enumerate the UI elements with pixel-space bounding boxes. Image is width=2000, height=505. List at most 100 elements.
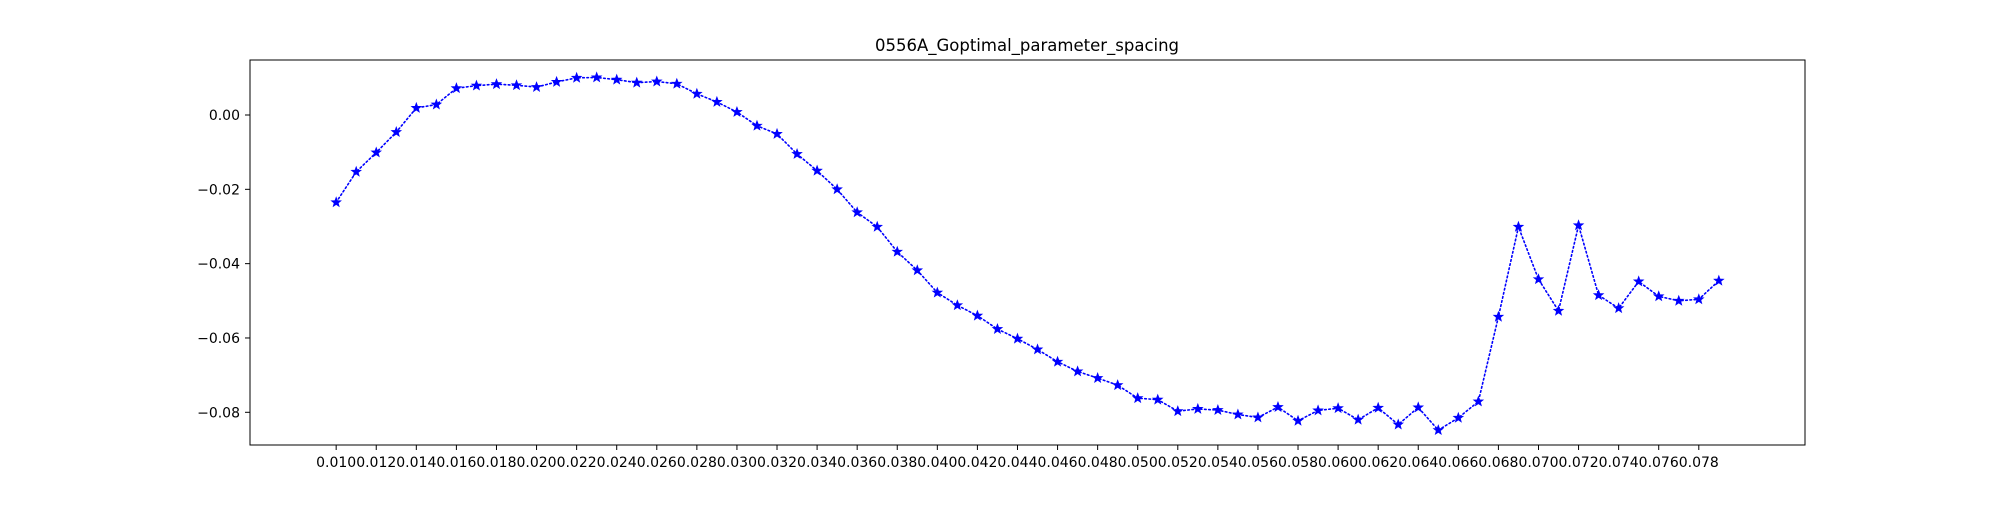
data-point — [891, 245, 904, 257]
x-tick-label: 0.074 — [1599, 455, 1639, 471]
x-tick-label: 0.066 — [1438, 455, 1478, 471]
x-tick-label: 0.064 — [1398, 455, 1438, 471]
x-tick-label: 0.018 — [476, 455, 516, 471]
x-tick-label: 0.028 — [677, 455, 717, 471]
data-point — [1252, 411, 1264, 423]
data-point — [1392, 418, 1404, 430]
data-point — [370, 146, 383, 158]
data-point — [731, 105, 743, 117]
data-point — [1272, 401, 1284, 412]
data-point — [1312, 404, 1324, 416]
x-tick-label: 0.076 — [1639, 455, 1679, 471]
x-tick-label: 0.056 — [1238, 455, 1278, 471]
data-point — [1131, 392, 1144, 404]
chart-title: 0556A_Goptimal_parameter_spacing — [875, 36, 1179, 56]
data-point — [1632, 275, 1645, 287]
x-tick-label: 0.050 — [1118, 455, 1158, 471]
data-point — [931, 286, 944, 298]
data-point — [1592, 289, 1605, 301]
x-axis: 0.010 0.012 0.014 0.016 0.018 0.020 0.022 0.024… — [316, 445, 1719, 471]
x-tick-label: 0.060 — [1318, 455, 1358, 471]
data-point — [1552, 304, 1565, 316]
data-point — [811, 164, 823, 176]
series-line — [335, 76, 1720, 432]
data-point — [630, 76, 643, 88]
x-tick-label: 0.016 — [436, 455, 476, 471]
data-point — [610, 73, 623, 85]
data-point — [410, 101, 423, 113]
data-point — [1172, 405, 1184, 417]
data-point — [1151, 393, 1164, 405]
data-point — [470, 79, 483, 91]
data-point — [390, 126, 403, 137]
data-point — [1512, 220, 1525, 232]
data-point — [691, 87, 703, 99]
data-point — [951, 299, 964, 311]
data-point — [510, 79, 523, 91]
data-point — [1572, 219, 1585, 231]
data-point — [330, 196, 342, 208]
x-tick-label: 0.024 — [597, 455, 637, 471]
x-tick-label: 0.062 — [1358, 455, 1398, 471]
data-point — [751, 119, 763, 131]
data-point — [1232, 408, 1244, 420]
data-point — [1071, 365, 1084, 377]
data-point — [1432, 424, 1445, 436]
data-point — [1612, 302, 1625, 314]
data-point — [1011, 332, 1024, 344]
data-point — [1332, 402, 1344, 414]
x-tick-label: 0.048 — [1078, 455, 1118, 471]
data-point — [831, 183, 843, 195]
x-tick-label: 0.072 — [1559, 455, 1599, 471]
data-point — [911, 264, 924, 276]
y-tick-label: 0.00 — [209, 108, 240, 124]
plot-frame — [249, 59, 1806, 446]
x-tick-label: 0.044 — [997, 455, 1037, 471]
data-point — [1492, 310, 1505, 322]
data-point — [450, 82, 463, 94]
data-point — [590, 71, 603, 83]
data-point — [530, 81, 543, 93]
x-tick-label: 0.070 — [1518, 455, 1558, 471]
data-point — [350, 165, 362, 177]
data-point — [490, 78, 503, 90]
data-point — [1672, 294, 1685, 306]
data-point — [1091, 372, 1104, 384]
data-point — [671, 77, 683, 89]
data-point — [1352, 413, 1364, 425]
data-point — [1031, 343, 1044, 355]
data-point — [1412, 401, 1425, 413]
x-tick-label: 0.046 — [1038, 455, 1078, 471]
data-point — [711, 95, 723, 107]
x-tick-label: 0.014 — [396, 455, 436, 471]
x-tick-label: 0.040 — [917, 455, 957, 471]
data-point — [430, 98, 443, 110]
data-point — [570, 71, 583, 83]
x-tick-label: 0.022 — [557, 455, 597, 471]
x-tick-label: 0.068 — [1478, 455, 1518, 471]
data-point — [1452, 411, 1465, 423]
y-tick-label: −0.04 — [197, 257, 240, 273]
data-point — [550, 75, 563, 87]
x-tick-label: 0.032 — [757, 455, 797, 471]
x-tick-label: 0.038 — [877, 455, 917, 471]
data-point — [1111, 379, 1124, 391]
y-tick-label: −0.06 — [197, 331, 240, 347]
x-tick-label: 0.026 — [637, 455, 677, 471]
x-tick-label: 0.010 — [316, 455, 356, 471]
x-tick-label: 0.012 — [356, 455, 396, 471]
data-point — [651, 75, 663, 87]
data-point — [1693, 293, 1705, 305]
x-tick-label: 0.052 — [1158, 455, 1198, 471]
y-axis: 0.00 −0.02 −0.04 −0.06 −0.08 — [197, 108, 250, 421]
x-tick-label: 0.036 — [837, 455, 877, 471]
x-tick-label: 0.042 — [957, 455, 997, 471]
x-tick-label: 0.078 — [1679, 455, 1719, 471]
series-layer — [330, 71, 1725, 436]
data-point — [991, 322, 1004, 334]
x-tick-label: 0.030 — [717, 455, 757, 471]
x-tick-label: 0.034 — [797, 455, 837, 471]
data-point — [771, 127, 783, 139]
